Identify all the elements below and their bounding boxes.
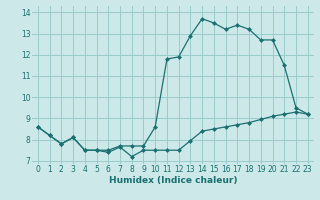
X-axis label: Humidex (Indice chaleur): Humidex (Indice chaleur) — [108, 176, 237, 185]
